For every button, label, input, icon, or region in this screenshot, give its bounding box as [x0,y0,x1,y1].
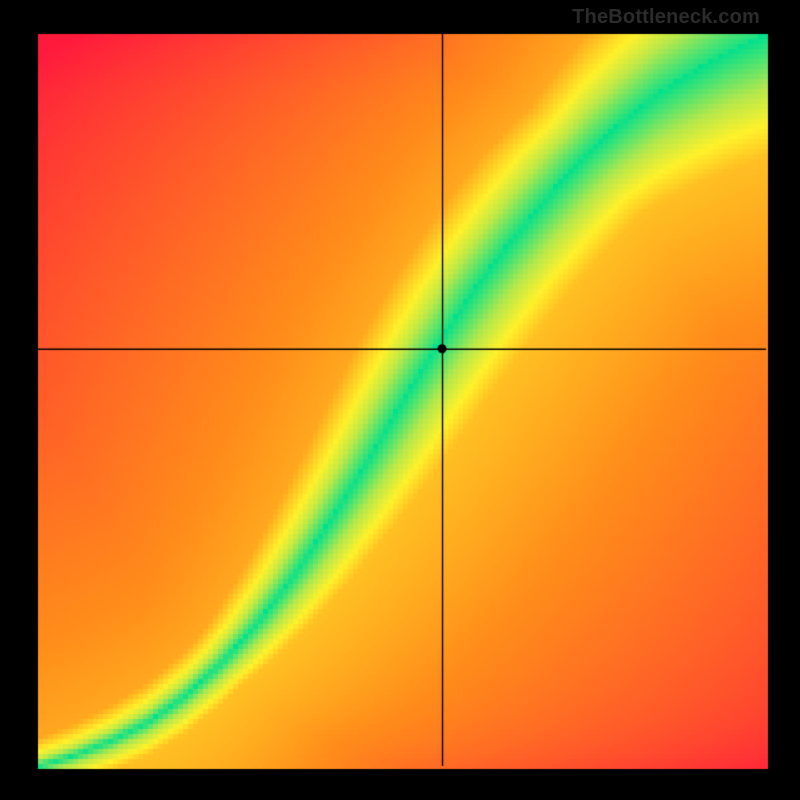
chart-container: TheBottleneck.com [0,0,800,800]
bottleneck-heatmap [0,0,800,800]
watermark-text: TheBottleneck.com [572,6,760,29]
